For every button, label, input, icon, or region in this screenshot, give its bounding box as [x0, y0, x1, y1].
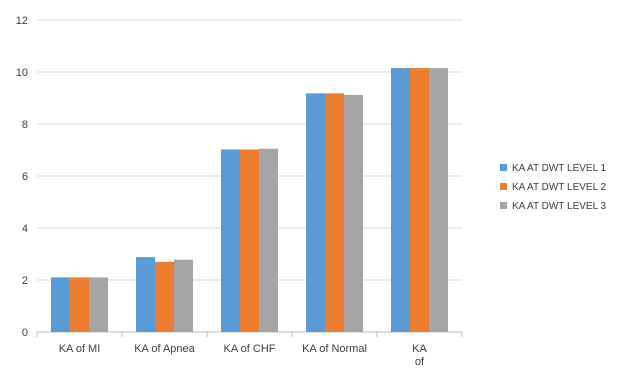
bar — [174, 259, 193, 332]
x-tick-label: KA of MI — [59, 343, 101, 355]
legend-swatch — [500, 202, 507, 209]
x-tick-label: KA of CHF — [224, 343, 276, 355]
y-tick-label: 6 — [22, 171, 28, 183]
bar — [155, 261, 174, 332]
bar — [325, 93, 344, 332]
bar — [221, 149, 240, 332]
bar — [410, 68, 429, 332]
legend-label: KA AT DWT LEVEL 2 — [512, 182, 607, 193]
x-tick-labels: KA of MI KA of Apnea KA of CHF KA of Normal… — [59, 343, 444, 370]
y-tick-label: 4 — [22, 223, 28, 235]
bar — [51, 277, 70, 332]
bar — [429, 68, 448, 332]
legend-label: KA AT DWT LEVEL 3 — [512, 201, 607, 212]
bar — [240, 149, 259, 332]
bar — [306, 93, 325, 332]
legend-label: KA AT DWT LEVEL 1 — [512, 163, 607, 174]
y-tick-label: 10 — [16, 67, 28, 79]
bar — [136, 257, 155, 332]
y-tick-label: 12 — [16, 15, 28, 27]
bar — [391, 68, 410, 332]
axes — [36, 331, 463, 337]
bar — [259, 148, 278, 332]
y-tick-label: 2 — [22, 275, 28, 287]
bar — [70, 277, 89, 332]
x-tick-label: KA of Apnea — [134, 343, 195, 355]
y-tick-labels: 0 2 4 6 8 10 12 — [16, 15, 28, 339]
bar — [344, 94, 363, 332]
bars — [51, 68, 448, 332]
y-tick-label: 8 — [22, 119, 28, 131]
x-tick-label: KA of Normal — [302, 343, 367, 355]
y-tick-label: 0 — [22, 327, 28, 339]
x-tick-label: KAofArrythmia — [396, 343, 444, 365]
bar — [89, 277, 108, 332]
legend-swatch — [500, 183, 507, 190]
legend-swatch — [500, 164, 507, 171]
legend: KA AT DWT LEVEL 1 KA AT DWT LEVEL 2 KA AT … — [500, 163, 607, 212]
